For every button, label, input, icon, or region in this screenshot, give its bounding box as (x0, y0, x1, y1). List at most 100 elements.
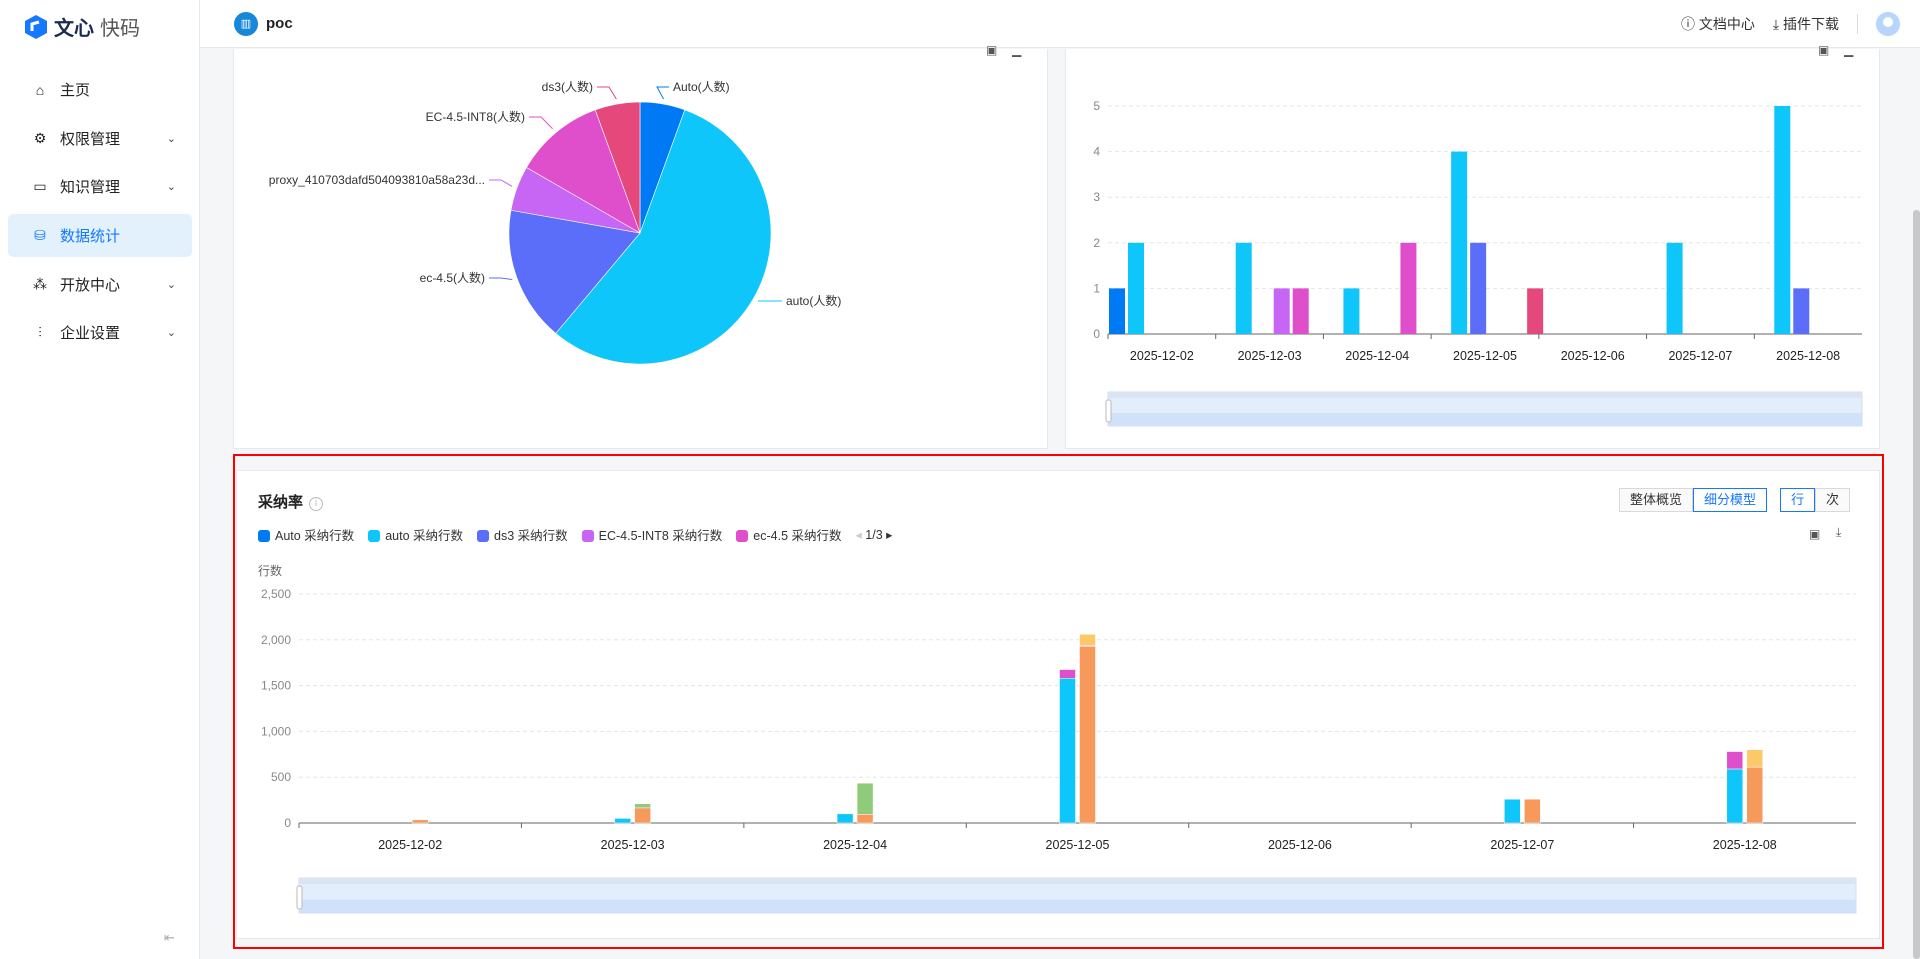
legend-pager[interactable]: ◂ 1/3 ▸ (856, 527, 893, 542)
download-icon[interactable]: ⤓ (1836, 525, 1842, 539)
sidebar-item-0[interactable]: ⌂ 主页 (8, 68, 192, 111)
adoption-stacked-bar-chart: 0 500 1,000 1,500 2,000 2,500 2025-12-02 2025-1… (258, 563, 1857, 914)
logo[interactable]: 文心 快码 (24, 12, 140, 41)
legend-swatch (258, 530, 270, 542)
chevron-down-icon[interactable]: ⌄ (166, 279, 176, 291)
sidebar-item-4[interactable]: ⁂ 开放中心 ⌄ (8, 263, 192, 306)
data-zoom-left-handle[interactable] (1105, 399, 1112, 423)
sidebar-item-2[interactable]: ▭ 知识管理 ⌄ (8, 165, 192, 208)
pie-label: ds3(人数) (542, 79, 593, 94)
title-text: 采纳率 (258, 494, 304, 511)
legend-label: ds3 采纳行数 (494, 529, 568, 543)
sidebar-item-label: 知识管理 (60, 179, 121, 196)
x-tick-label: 2025-12-07 (1490, 838, 1554, 852)
chevron-down-icon[interactable]: ⌄ (166, 133, 176, 145)
toggle-option[interactable]: 次 (1815, 488, 1851, 512)
building-icon: ▥ (234, 11, 258, 36)
pie-slice (526, 109, 641, 234)
download-icon: ⤓ (1772, 16, 1780, 32)
legend-label: auto 采纳行数 (385, 529, 463, 543)
x-tick-label: 2025-12-05 (1453, 349, 1517, 363)
database-icon: ⛁ (34, 227, 46, 243)
download-icon[interactable]: ▁ (1012, 43, 1022, 57)
sidebar-item-label: 企业设置 (60, 325, 121, 342)
legend-swatch (477, 530, 489, 542)
stacked-bar-segment (614, 818, 631, 824)
stacked-bar-segment (411, 819, 429, 824)
legend-swatch (368, 530, 381, 542)
toggle-option[interactable]: 整体概览 (1619, 488, 1694, 512)
legend-item[interactable]: auto 采纳行数 (368, 525, 463, 544)
next-page-icon[interactable]: ▸ (886, 528, 893, 542)
bar (1470, 242, 1487, 334)
x-tick-label: 2025-12-04 (823, 838, 887, 852)
y-tick-label: 1 (1093, 281, 1100, 295)
view-toggle: 整体概览 细分模型 (1619, 488, 1768, 512)
legend: Auto 采纳行数 auto 采纳行数 ds3 采纳行数 EC-4.5-INT8 采纳… (258, 525, 892, 544)
collapse-menu-icon[interactable]: ⇤ (164, 930, 175, 945)
save-image-icon[interactable]: ▣ (1809, 527, 1821, 541)
data-zoom-left-handle[interactable] (296, 885, 303, 910)
brand-name-light: 快码 (100, 18, 140, 40)
sidebar-item-5[interactable]: ⫶ 企业设置 ⌄ (8, 311, 192, 354)
book-icon: ▭ (33, 178, 47, 194)
legend-item[interactable]: EC-4.5-INT8 采纳行数 (581, 525, 722, 544)
user-count-bar-chart: 0 1 2 3 4 5 2025-12-02 2025-12-03 2025-12-04 2025… (1093, 99, 1863, 427)
y-tick-label: 3 (1093, 190, 1100, 204)
toggle-option[interactable]: 行 (1780, 488, 1816, 512)
chevron-down-icon[interactable]: ⌄ (166, 181, 176, 193)
legend-item[interactable]: ec-4.5 采纳行数 (736, 525, 842, 544)
toggle-option[interactable]: 细分模型 (1693, 488, 1768, 512)
adoption-card (236, 470, 1880, 939)
y-tick-label: 1,500 (261, 679, 291, 693)
avatar[interactable] (1876, 12, 1900, 36)
pie-slice (555, 109, 772, 365)
data-zoom-area (299, 899, 1856, 913)
bar (1292, 288, 1309, 334)
bar (1400, 242, 1417, 334)
stacked-bar-segment (1059, 678, 1076, 824)
pie-chart: Auto(人数) auto(人数) ec-4.5(人数) proxy_410703da… (269, 79, 841, 365)
sidebar-item-1[interactable]: ⚙ 权限管理 ⌄ (8, 117, 192, 160)
x-tick-label: 2025-12-04 (1345, 349, 1409, 363)
x-tick-label: 2025-12-08 (1776, 349, 1840, 363)
stacked-bar-segment (1059, 669, 1076, 679)
docs-link[interactable]: ⓘ 文档中心 (1681, 14, 1755, 34)
project-name[interactable]: poc (266, 15, 293, 32)
y-tick-label: 2 (1093, 236, 1100, 250)
info-icon[interactable]: i (309, 497, 324, 511)
unit-toggle: 行次 (1780, 488, 1851, 512)
bar (1666, 242, 1683, 334)
prev-page-icon[interactable]: ◂ (855, 528, 862, 542)
download-icon[interactable]: ▁ (1844, 43, 1854, 57)
help-icon: ⓘ (1681, 16, 1696, 32)
scrollbar[interactable] (1913, 210, 1920, 959)
stacked-bar-segment (1746, 749, 1764, 768)
x-tick-label: 2025-12-05 (1046, 838, 1110, 852)
plugin-download-link[interactable]: ⤓ 插件下载 (1773, 14, 1839, 34)
legend-item[interactable]: ds3 采纳行数 (477, 525, 568, 544)
x-tick-label: 2025-12-03 (601, 838, 665, 852)
pie-label: Auto(人数) (673, 79, 730, 94)
save-icon[interactable]: ▣ (986, 43, 998, 57)
pie-label-line (489, 277, 513, 281)
pie-label-line (489, 179, 513, 187)
save-icon[interactable]: ▣ (1818, 43, 1830, 57)
x-tick-label: 2025-12-08 (1713, 838, 1777, 852)
chevron-down-icon[interactable]: ⌄ (166, 327, 176, 339)
data-zoom-area (1108, 413, 1862, 426)
legend-item[interactable]: Auto 采纳行数 (258, 525, 354, 544)
x-tick-label: 2025-12-06 (1268, 838, 1332, 852)
bar (1451, 151, 1468, 334)
stacked-bar-segment (1079, 634, 1096, 646)
legend-page: 1/3 (865, 528, 883, 542)
stacked-bar-segment (1726, 768, 1744, 824)
legend-swatch (581, 530, 594, 542)
stacked-bar-segment (1726, 751, 1744, 770)
pie-slice (594, 101, 641, 234)
y-axis-label: 行数 (258, 563, 282, 578)
y-tick-label: 1,000 (261, 724, 291, 738)
y-tick-label: 2,500 (261, 587, 291, 601)
sidebar-item-3[interactable]: ⛁ 数据统计 (8, 214, 192, 257)
highlight-box (233, 454, 1884, 949)
